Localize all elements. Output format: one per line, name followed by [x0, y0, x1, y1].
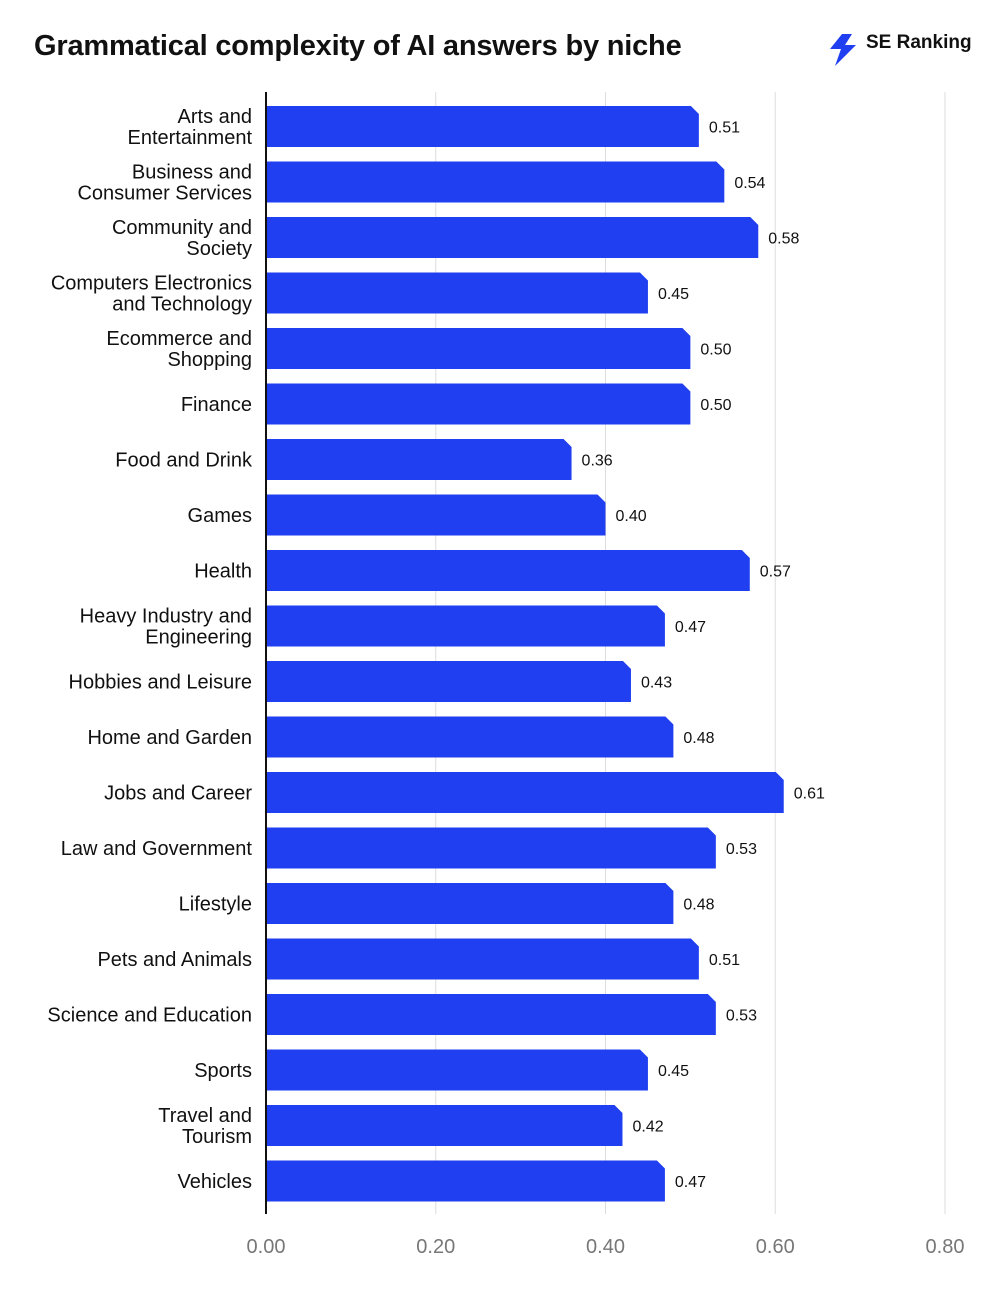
bar [266, 883, 674, 924]
category-label: Travel and Tourism [158, 1105, 252, 1148]
bar [266, 1160, 665, 1202]
category-label: Pets and Animals [97, 949, 252, 971]
lightning-bolt-icon [830, 34, 856, 66]
data-label: 0.48 [683, 730, 714, 747]
data-label: 0.53 [726, 1008, 757, 1025]
x-tick-label: 0.40 [586, 1236, 625, 1258]
category-label: Health [194, 561, 252, 583]
data-label: 0.50 [700, 342, 731, 359]
data-label: 0.47 [675, 1174, 706, 1191]
x-tick-label: 0.00 [247, 1236, 286, 1258]
bar [266, 772, 784, 813]
category-label: Home and Garden [87, 727, 252, 749]
data-label: 0.45 [658, 286, 689, 303]
bar [266, 994, 716, 1035]
bar [266, 439, 572, 480]
data-label: 0.45 [658, 1063, 689, 1080]
category-label: Law and Government [61, 838, 253, 860]
x-tick-label: 0.20 [416, 1236, 455, 1258]
category-label: Hobbies and Leisure [69, 672, 252, 694]
bar [266, 1105, 623, 1146]
brand-name: SE Ranking [866, 32, 972, 53]
data-label: 0.53 [726, 841, 757, 858]
bar [266, 328, 691, 369]
data-label: 0.51 [709, 120, 740, 137]
category-label: Ecommerce and Shopping [106, 328, 252, 371]
category-label: Heavy Industry and Engineering [80, 606, 252, 649]
category-label: Science and Education [47, 1005, 252, 1027]
data-label: 0.42 [632, 1119, 663, 1136]
category-label: Games [188, 505, 252, 527]
chart-title: Grammatical complexity of AI answers by … [34, 30, 682, 62]
bar [266, 494, 606, 536]
bar [266, 550, 750, 591]
bar [266, 716, 674, 758]
data-label: 0.54 [734, 175, 765, 192]
category-label: Jobs and Career [104, 783, 252, 805]
bar [266, 1049, 648, 1091]
data-label: 0.43 [641, 675, 672, 692]
bar [266, 827, 716, 869]
x-tick-label: 0.60 [756, 1236, 795, 1258]
data-label: 0.58 [768, 231, 799, 248]
category-label: Community and Society [112, 217, 252, 260]
bar [266, 661, 631, 702]
category-label: Finance [181, 394, 252, 416]
data-label: 0.50 [700, 397, 731, 414]
x-tick-label: 0.80 [926, 1236, 965, 1258]
bar [266, 938, 699, 980]
data-label: 0.51 [709, 952, 740, 969]
data-label: 0.61 [794, 786, 825, 803]
bar [266, 217, 759, 258]
category-label: Sports [194, 1060, 252, 1082]
category-label: Business and Consumer Services [77, 162, 252, 205]
bar [266, 383, 691, 425]
category-label: Arts and Entertainment [127, 106, 252, 149]
data-label: 0.48 [683, 897, 714, 914]
data-label: 0.47 [675, 619, 706, 636]
category-label: Computers Electronics and Technology [51, 273, 252, 316]
data-label: 0.36 [582, 453, 613, 470]
data-label: 0.40 [616, 508, 647, 525]
bar [266, 106, 699, 147]
bar [266, 272, 648, 314]
category-label: Food and Drink [115, 450, 253, 472]
category-label: Lifestyle [179, 894, 252, 916]
category-label: Vehicles [178, 1171, 253, 1193]
brand-logo: SE Ranking [826, 32, 972, 68]
bar [266, 605, 665, 647]
bar [266, 161, 725, 203]
data-label: 0.57 [760, 564, 791, 581]
